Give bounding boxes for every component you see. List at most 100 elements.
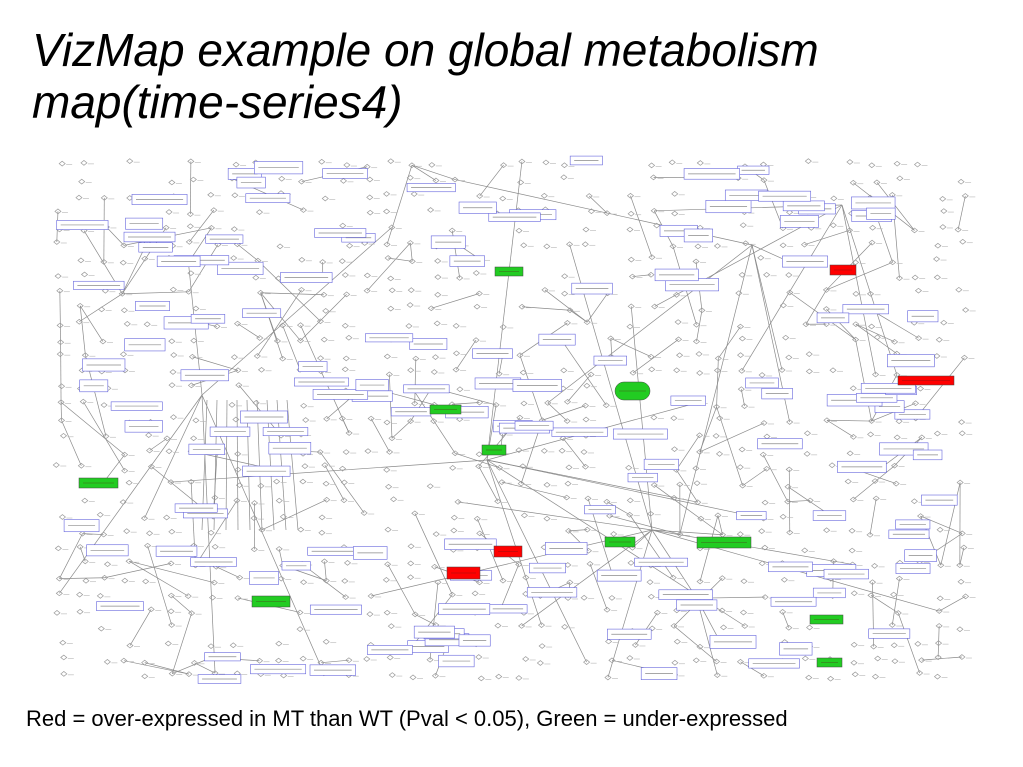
compound-node <box>610 531 618 537</box>
compound-node <box>585 193 593 199</box>
compound-node <box>697 515 705 522</box>
compound-node <box>893 434 901 441</box>
highlighted-enzymes <box>78 264 955 668</box>
compound-node <box>258 526 266 533</box>
compound-node <box>939 196 947 202</box>
slide-title: VizMap example on global metabolism map(… <box>32 24 992 128</box>
compound-node <box>56 287 64 294</box>
reaction-edge <box>286 399 299 531</box>
compound-node <box>187 478 195 485</box>
reaction-edge <box>171 595 192 614</box>
compound-node <box>516 352 524 359</box>
compound-node <box>495 464 504 471</box>
compound-node <box>228 402 236 408</box>
reaction-edge <box>282 325 301 370</box>
reaction-edge <box>413 389 456 454</box>
compound-node <box>867 592 875 599</box>
compound-node <box>648 254 656 261</box>
compound-node <box>626 497 634 504</box>
compound-node <box>603 210 611 216</box>
compound-node <box>252 399 260 406</box>
compound-node <box>207 643 215 650</box>
compound-node <box>935 336 943 343</box>
compound-node <box>338 415 346 422</box>
compound-node <box>121 577 129 584</box>
compound-node <box>432 531 440 537</box>
compound-node <box>102 433 110 440</box>
reaction-edge <box>567 374 592 403</box>
reaction-edge <box>740 389 745 407</box>
compound-node <box>916 385 925 392</box>
compound-node <box>454 498 462 505</box>
compound-node <box>757 254 765 261</box>
compound-node <box>669 574 677 581</box>
reaction-edge <box>872 310 919 339</box>
compound-node <box>190 337 198 344</box>
compound-node <box>143 321 151 328</box>
compound-node <box>891 338 899 345</box>
metabolism-network-svg <box>52 155 976 684</box>
compound-node <box>409 674 417 681</box>
compound-node <box>587 371 595 378</box>
compound-node <box>342 355 350 362</box>
compound-node <box>500 162 508 168</box>
compound-node <box>761 499 769 506</box>
compound-node <box>97 625 105 632</box>
compound-node <box>427 207 435 213</box>
compound-node <box>52 462 60 468</box>
compound-node <box>407 287 415 294</box>
metabolism-map <box>52 150 982 695</box>
compound-node <box>367 415 375 422</box>
compound-node <box>338 465 347 472</box>
compound-node <box>55 575 64 582</box>
compound-node <box>934 654 942 661</box>
compound-node <box>300 579 308 586</box>
reaction-edge <box>939 596 966 612</box>
compound-node <box>346 242 354 249</box>
reaction-edge <box>260 292 324 296</box>
reaction-edge <box>696 598 718 676</box>
compound-nodes <box>52 158 976 682</box>
compound-node <box>515 561 523 568</box>
compound-node <box>719 624 728 631</box>
compound-node <box>230 354 239 360</box>
reaction-edge <box>915 357 965 419</box>
compound-node <box>449 465 457 471</box>
compound-node <box>786 289 794 296</box>
compound-node <box>805 674 813 681</box>
compound-node <box>785 624 793 631</box>
compound-node <box>255 657 264 664</box>
compound-node <box>536 660 544 666</box>
compound-node <box>187 158 195 165</box>
compound-node <box>250 515 258 521</box>
reaction-edge <box>455 339 477 370</box>
compound-node <box>363 287 371 294</box>
compound-node <box>257 366 266 373</box>
compound-node <box>603 498 611 505</box>
compound-node <box>584 547 593 554</box>
compound-node <box>954 226 962 233</box>
compound-node <box>168 382 176 389</box>
reaction-edge <box>937 625 940 658</box>
compound-node <box>542 159 550 166</box>
reaction-edge <box>632 339 679 374</box>
compound-node <box>475 463 483 470</box>
compound-node <box>145 432 153 438</box>
compound-node <box>98 306 106 313</box>
compound-node <box>250 546 258 553</box>
reaction-edge <box>147 545 173 626</box>
compound-node <box>850 641 858 648</box>
compound-node <box>518 303 526 310</box>
compound-node <box>805 351 813 357</box>
compound-node <box>54 273 62 279</box>
compound-node <box>475 399 484 406</box>
compound-node <box>580 594 588 601</box>
compound-node <box>934 242 942 249</box>
compound-node <box>275 497 283 504</box>
legend-caption: Red = over-expressed in MT than WT (Pval… <box>26 706 788 731</box>
reaction-edge <box>144 394 203 519</box>
compound-node <box>383 419 391 426</box>
compound-node <box>384 255 392 261</box>
reaction-edge <box>129 560 215 583</box>
compound-node <box>668 159 676 166</box>
